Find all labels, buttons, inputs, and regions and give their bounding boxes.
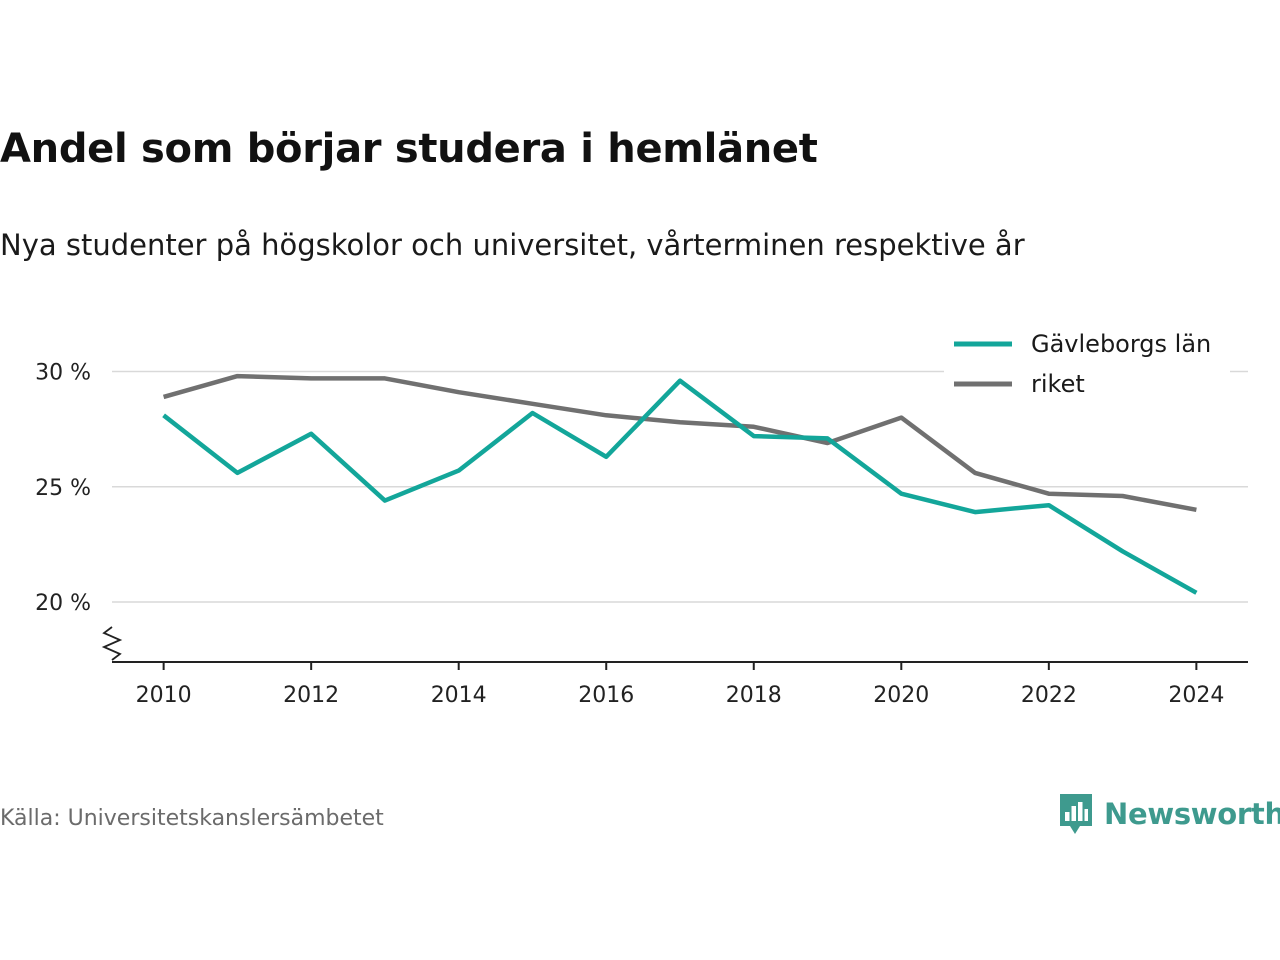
source-note: Källa: Universitetskanslersämbetet: [0, 806, 384, 831]
series-line-riket: [162, 373, 1197, 513]
chart-title: Andel som börjar studera i hemlänet: [0, 126, 818, 172]
series-lines: [162, 373, 1198, 595]
x-tick-label: 2018: [726, 683, 782, 708]
legend-label: Gävleborgs län: [1031, 330, 1211, 358]
x-tick-label: 2012: [283, 683, 339, 708]
chart-subtitle: Nya studenter på högskolor och universit…: [0, 228, 1025, 262]
gridlines: [112, 370, 1248, 603]
brand-name: Newsworthy: [1104, 797, 1280, 831]
bar-chart-speech-bubble-icon: [1060, 794, 1092, 834]
x-tick-label: 2010: [136, 683, 192, 708]
y-tick-label: 20 %: [35, 591, 91, 616]
legend: Gävleborgs län riket: [944, 326, 1230, 398]
brand-logo: Newsworthy: [1058, 792, 1280, 836]
y-tick-label: 30 %: [35, 361, 91, 386]
x-tick-label: 2016: [578, 683, 634, 708]
axes: 20 % 25 % 30 % 2010 2012 2014 2016 2018 2020 2022…: [35, 361, 1248, 708]
x-tick-label: 2014: [431, 683, 487, 708]
series-line-gavleborgs-lan: [162, 378, 1198, 595]
legend-label: riket: [1031, 370, 1085, 398]
y-tick-label: 25 %: [35, 476, 91, 501]
x-tick-label: 2022: [1021, 683, 1077, 708]
x-tick-label: 2024: [1168, 683, 1224, 708]
y-axis-break-icon: [101, 626, 123, 661]
x-tick-label: 2020: [873, 683, 929, 708]
